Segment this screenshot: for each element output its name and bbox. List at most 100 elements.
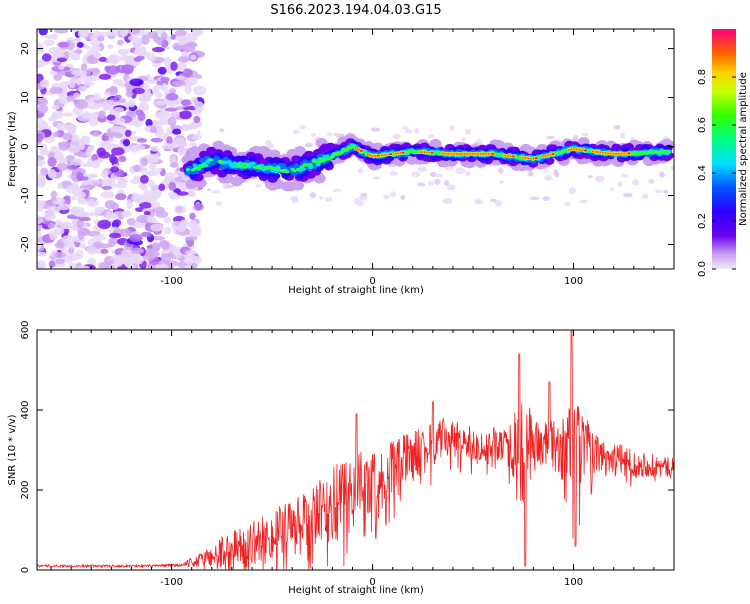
- heatmap-noise-blob: [167, 117, 177, 127]
- heatmap-noise-blob: [358, 195, 368, 201]
- heatmap-noise-blob: [169, 88, 176, 94]
- heatmap-noise-blob: [177, 146, 187, 156]
- heatmap-noise-blob: [50, 114, 58, 122]
- heatmap-noise-blob: [110, 166, 120, 173]
- heatmap-noise-blob: [443, 180, 450, 186]
- heatmap-noise-blob: [622, 192, 633, 198]
- heatmap-noise-blob: [184, 84, 192, 95]
- heatmap-noise-blob: [173, 170, 182, 175]
- heatmap-noise-blob: [124, 261, 134, 268]
- heatmap-noise-blob: [94, 234, 107, 241]
- heatmap-ridge-core: [401, 151, 405, 154]
- heatmap-noise-blob: [116, 39, 124, 46]
- heatmap-noise-blob: [613, 124, 621, 130]
- heatmap-noise-blob: [170, 61, 178, 71]
- heatmap-noise-blob: [154, 111, 164, 119]
- heatmap-noise-blob: [181, 125, 191, 131]
- heatmap-ridge-blob: [230, 164, 236, 169]
- heatmap-noise-blob: [89, 173, 98, 179]
- heatmap-noise-blob: [194, 203, 204, 211]
- x-tick-label: -100: [160, 577, 183, 588]
- heatmap-noise-blob: [165, 92, 179, 101]
- heatmap-ridge-blob: [248, 155, 257, 163]
- heatmap-ridge-blob: [259, 163, 265, 168]
- heatmap-noise-blob: [434, 179, 441, 185]
- heatmap-noise-blob: [44, 211, 56, 221]
- heatmap-noise-blob: [93, 92, 102, 101]
- heatmap-noise-blob: [129, 78, 144, 87]
- heatmap-noise-blob: [455, 167, 466, 175]
- heatmap-noise-blob: [170, 125, 183, 131]
- heatmap-ridge-blob: [226, 160, 232, 164]
- heatmap-ridge-blob: [250, 161, 256, 166]
- heatmap-noise-blob: [494, 200, 503, 207]
- heatmap-noise-blob: [77, 176, 89, 181]
- heatmap-noise-blob: [97, 219, 112, 230]
- heatmap-noise-blob: [255, 184, 262, 188]
- heatmap-noise-blob: [163, 217, 172, 224]
- heatmap-noise-blob: [113, 106, 124, 113]
- heatmap-noise-blob: [53, 252, 66, 258]
- colorbar-gradient: [712, 29, 736, 269]
- heatmap-noise-blob: [158, 117, 171, 126]
- heatmap-noise-blob: [498, 167, 504, 174]
- heatmap-noise-blob: [554, 171, 560, 178]
- heatmap-ridge-core: [389, 153, 393, 156]
- heatmap-noise-blob: [310, 132, 316, 138]
- heatmap-noise-blob: [529, 196, 540, 201]
- heatmap-noise-blob: [110, 202, 119, 211]
- heatmap-noise-blob: [108, 237, 116, 248]
- heatmap-noise-blob: [177, 56, 190, 63]
- heatmap-ridge-blob: [324, 154, 330, 159]
- heatmap-noise-blob: [55, 258, 66, 265]
- heatmap-noise-blob: [90, 40, 100, 47]
- heatmap-noise-blob: [57, 203, 71, 211]
- heatmap-noise-blob: [155, 92, 163, 99]
- heatmap-noise-blob: [139, 175, 149, 184]
- heatmap-noise-blob: [156, 36, 164, 46]
- heatmap-noise-blob: [78, 216, 91, 222]
- heatmap-ridge-core: [491, 152, 495, 155]
- heatmap-noise-blob: [66, 95, 76, 102]
- heatmap-noise-blob: [132, 223, 146, 228]
- x-tick-label: 100: [564, 577, 583, 588]
- heatmap-ridge-blob: [295, 167, 301, 171]
- heatmap-noise-blob: [71, 182, 79, 189]
- heatmap-noise-blob: [140, 231, 153, 238]
- heatmap-noise-blob: [188, 219, 198, 230]
- heatmap-noise-blob: [101, 169, 109, 178]
- heatmap-noise-blob: [56, 57, 68, 63]
- heatmap-noise-blob: [564, 201, 571, 207]
- heatmap-ridge-blob: [293, 163, 300, 168]
- heatmap-ridge-blob: [199, 165, 205, 169]
- heatmap-noise-blob: [168, 181, 176, 191]
- heatmap-noise-blob: [172, 128, 182, 135]
- heatmap-noise-blob: [67, 164, 78, 170]
- heatmap-noise-blob: [150, 223, 164, 232]
- figure-title: S166.2023.194.04.03.G15: [270, 3, 441, 18]
- heatmap-noise-blob: [389, 171, 399, 176]
- heatmap-noise-blob: [135, 55, 145, 61]
- heatmap-noise-blob: [56, 162, 68, 171]
- heatmap-ridge-blob: [313, 173, 326, 184]
- heatmap-noise-blob: [37, 173, 46, 182]
- heatmap-ridge-blob: [308, 163, 313, 167]
- heatmap-noise-blob: [62, 112, 74, 117]
- heatmap-noise-blob: [43, 39, 55, 46]
- heatmap-noise-blob: [37, 179, 44, 188]
- heatmap-noise-blob: [37, 229, 42, 239]
- colorbar-tick-label: 0.6: [697, 117, 708, 133]
- heatmap-noise-blob: [174, 62, 188, 71]
- heatmap-noise-blob: [81, 184, 96, 189]
- heatmap-noise-blob: [594, 175, 605, 183]
- heatmap-noise-blob: [139, 218, 150, 224]
- heatmap-ridge-blob: [299, 165, 304, 169]
- heatmap-noise-blob: [183, 265, 191, 269]
- heatmap-noise-blob: [76, 265, 90, 269]
- heatmap-ridge-blob: [241, 162, 246, 166]
- heatmap-noise-blob: [132, 164, 141, 172]
- heatmap-noise-blob: [74, 211, 87, 217]
- heatmap-ridge-blob: [209, 158, 214, 162]
- heatmap-noise-blob: [62, 132, 73, 141]
